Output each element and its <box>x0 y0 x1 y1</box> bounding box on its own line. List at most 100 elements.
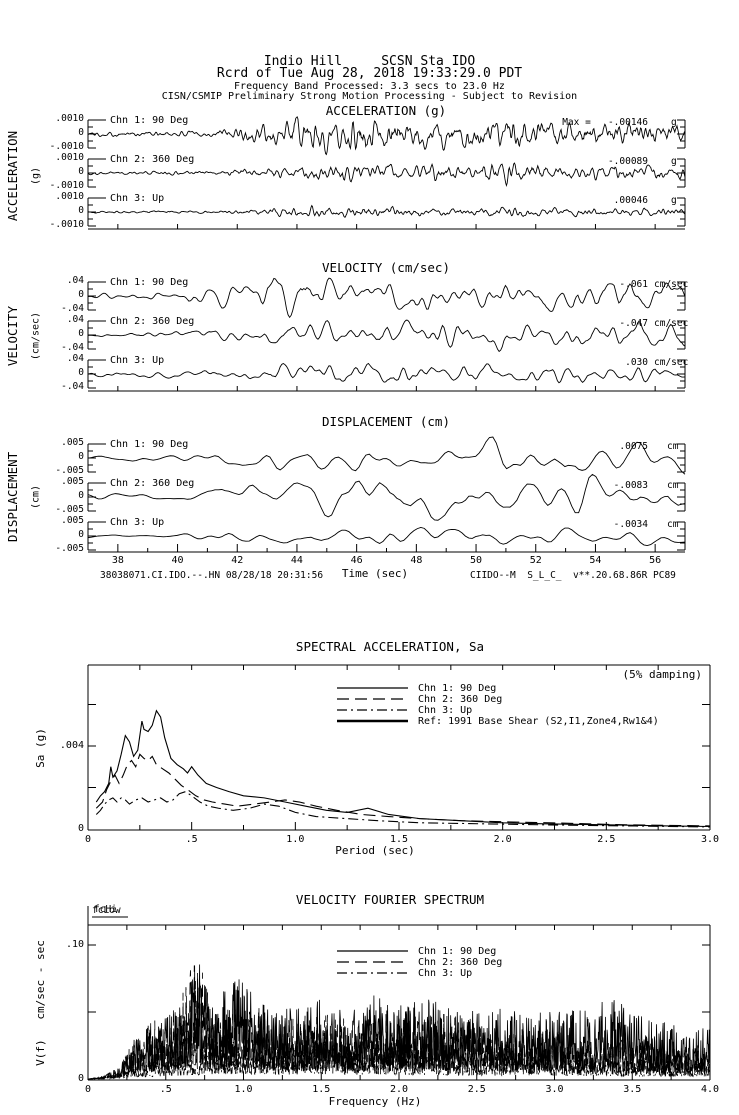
sa-x-tick-label: 2.0 <box>493 834 512 845</box>
fourier-x-tick-label: 1.0 <box>234 1084 253 1095</box>
sa-curve <box>95 709 711 828</box>
time-tick-label: 50 <box>470 555 483 566</box>
time-tick-label: 54 <box>589 555 602 566</box>
seismic-trace <box>87 473 686 521</box>
sa-x-tick-label: 0 <box>84 834 92 845</box>
peak-unit-label: cm <box>667 441 679 452</box>
time-tick-label: 52 <box>529 555 542 566</box>
sa-chart-title: SPECTRAL ACCELERATION, Sa <box>295 639 485 654</box>
y-tick-label: -.005 <box>55 504 84 515</box>
y-tick-label: 0 <box>78 529 84 540</box>
velocity-section-title: VELOCITY (cm/sec) <box>322 260 450 275</box>
peak-value-label: -.0083 <box>613 480 648 491</box>
seismic-trace <box>87 162 686 188</box>
peak-value-label: .0075 <box>619 441 648 452</box>
sa-x-tick-label: 1.5 <box>389 834 409 845</box>
y-tick-label: .0010 <box>55 113 84 124</box>
y-tick-label: .005 <box>61 476 84 487</box>
processing-id-footer: CIIDO--M S_L_C_ v**.20.68.86R PC89 <box>470 570 676 581</box>
y-tick-label: -.0010 <box>49 141 84 152</box>
fourier-x-tick-label: 0 <box>84 1084 92 1095</box>
acceleration-axis-units: (g) <box>30 166 42 186</box>
channel-label: Chn 1: 90 Deg <box>110 439 189 450</box>
fc-low-marker-label: fcLow <box>92 905 121 916</box>
y-tick-label: 0 <box>78 367 84 378</box>
fourier-chart-title: VELOCITY FOURIER SPECTRUM <box>295 892 485 907</box>
y-tick-label: -.005 <box>55 543 84 554</box>
peak-unit-label: g <box>671 156 677 167</box>
fourier-y-axis-label: V(f) cm/sec - sec <box>33 940 47 1066</box>
channel-label: Chn 1: 90 Deg <box>110 277 189 288</box>
y-tick-label: .0010 <box>55 191 84 202</box>
fourier-x-axis-label: Frequency (Hz) <box>328 1095 422 1108</box>
sa-curve <box>95 791 711 828</box>
fourier-x-tick-label: 2.5 <box>467 1084 486 1095</box>
y-tick-label: 0 <box>78 127 84 138</box>
peak-value-label: -.00089 <box>607 156 648 167</box>
displacement-axis-label: DISPLACEMENT <box>5 451 21 543</box>
acceleration-axis-label: ACCELERATION <box>5 130 21 222</box>
displacement-axis-units: (cm) <box>30 484 42 510</box>
damping-note: (5% damping) <box>622 668 702 681</box>
sa-curve <box>95 753 711 827</box>
y-tick-label: .005 <box>61 437 84 448</box>
velocity-axis-label: VELOCITY <box>5 305 21 367</box>
seismic-trace <box>87 526 686 546</box>
y-tick-label: .005 <box>61 515 84 526</box>
sa-x-axis-label: Period (sec) <box>335 844 415 857</box>
peak-unit-label: g <box>671 117 677 128</box>
time-tick-label: 42 <box>231 555 244 566</box>
seismic-trace <box>87 277 686 319</box>
sa-x-tick-label: .5 <box>185 834 198 845</box>
peak-unit-label: cm/sec <box>654 279 689 290</box>
fourier-spectrum-trace <box>87 965 711 1081</box>
fourier-legend-label: Chn 1: 90 Deg <box>418 946 497 957</box>
frequency-band-note: Frequency Band Processed: 3.3 secs to 23… <box>234 81 505 92</box>
y-tick-label: 0 <box>78 289 84 300</box>
y-tick-label: -.04 <box>61 303 84 314</box>
fourier-spectrum-trace <box>87 1039 711 1081</box>
peak-value-label: .030 <box>625 357 648 368</box>
peak-value-label: -.061 <box>619 279 648 290</box>
fc-hi-marker-label: fcHi <box>94 904 117 915</box>
y-tick-label: -.005 <box>55 465 84 476</box>
sa-y-tick-label: 0 <box>77 823 84 834</box>
peak-value-label: -.047 <box>619 318 648 329</box>
sa-legend-label: Ref: 1991 Base Shear (S2,I1,Zone4,Rw1&4) <box>418 716 659 727</box>
time-tick-label: 44 <box>290 555 303 566</box>
sa-legend-label: Chn 2: 360 Deg <box>418 694 503 705</box>
fourier-y-tick-label: 0 <box>77 1073 84 1084</box>
acceleration-section-title: ACCELERATION (g) <box>325 103 447 118</box>
sa-x-tick-label: 1.0 <box>286 834 305 845</box>
sa-y-tick-label: .004 <box>59 740 84 751</box>
y-tick-label: 0 <box>78 451 84 462</box>
record-datetime: Rcrd of Tue Aug 28, 2018 19:33:29.0 PDT <box>216 66 523 81</box>
y-tick-label: -.04 <box>61 381 84 392</box>
channel-label: Chn 3: Up <box>110 355 165 366</box>
sa-legend-label: Chn 1: 90 Deg <box>418 683 497 694</box>
seismic-trace <box>87 116 686 156</box>
y-tick-label: .0010 <box>55 152 84 163</box>
sa-legend-label: Chn 3: Up <box>418 705 473 716</box>
time-axis-label: Time (sec) <box>341 567 409 580</box>
time-tick-label: 46 <box>350 555 363 566</box>
station-title: Indio Hill SCSN Sta IDO <box>263 54 476 69</box>
channel-label: Chn 2: 360 Deg <box>110 316 195 327</box>
y-tick-label: 0 <box>78 166 84 177</box>
time-tick-label: 40 <box>171 555 184 566</box>
peak-unit-label: cm/sec <box>654 357 689 368</box>
peak-unit-label: cm <box>667 519 679 530</box>
processing-note: CISN/CSMIP Preliminary Strong Motion Pro… <box>161 91 578 102</box>
channel-label: Chn 2: 360 Deg <box>110 154 195 165</box>
velocity-axis-units: (cm/sec) <box>30 311 42 361</box>
time-tick-label: 38 <box>111 555 124 566</box>
seismic-trace <box>87 436 686 475</box>
peak-unit-label: cm/sec <box>654 318 689 329</box>
seismic-trace <box>87 362 686 384</box>
fourier-legend-label: Chn 2: 360 Deg <box>418 957 503 968</box>
y-tick-label: 0 <box>78 205 84 216</box>
y-tick-label: -.0010 <box>49 219 84 230</box>
time-tick-label: 48 <box>410 555 423 566</box>
